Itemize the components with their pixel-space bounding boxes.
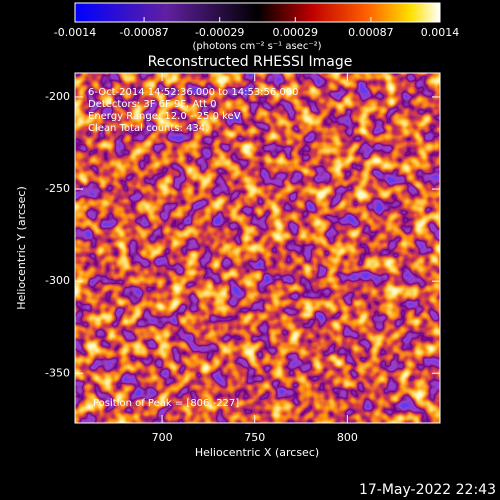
colorbar-tick-label: 0.00029 <box>273 26 319 39</box>
annotation: 6-Oct-2014 14:52:36.000 to 14:53:56.000 <box>88 87 299 98</box>
timestamp: 17-May-2022 22:43 <box>359 482 496 498</box>
annotation: Detectors: 3F 6F 9F, Att 0 <box>88 99 216 110</box>
y-tick-label: -250 <box>45 182 70 195</box>
colorbar <box>74 2 441 23</box>
heatmap-image <box>75 73 440 423</box>
x-axis-label: Heliocentric X (arcsec) <box>195 446 319 459</box>
colorbar-tick-label: -0.00087 <box>119 26 168 39</box>
colorbar-label: (photons cm⁻² s⁻¹ asec⁻²) <box>192 41 321 52</box>
colorbar-tick-label: -0.00029 <box>195 26 244 39</box>
x-tick-label: 800 <box>337 431 358 444</box>
annotation: Clean Total counts: 434. <box>88 123 208 134</box>
annotation: Energy Range: 12.0 - 25.0 keV <box>88 111 241 122</box>
y-tick-label: -350 <box>45 366 70 379</box>
y-tick-label: -300 <box>45 274 70 287</box>
plot-frame <box>74 72 441 424</box>
x-tick-label: 750 <box>244 431 265 444</box>
colorbar-tick-label: 0.00087 <box>348 26 394 39</box>
peak-label: Position of Peak = [806,-227] <box>93 398 239 409</box>
x-tick-label: 700 <box>152 431 173 444</box>
colorbar-tick-label: -0.0014 <box>54 26 96 39</box>
y-axis-label: Heliocentric Y (arcsec) <box>15 186 28 310</box>
y-tick-label: -200 <box>45 90 70 103</box>
colorbar-tick-label: 0.0014 <box>421 26 460 39</box>
chart-title: Reconstructed RHESSI Image <box>148 54 353 70</box>
